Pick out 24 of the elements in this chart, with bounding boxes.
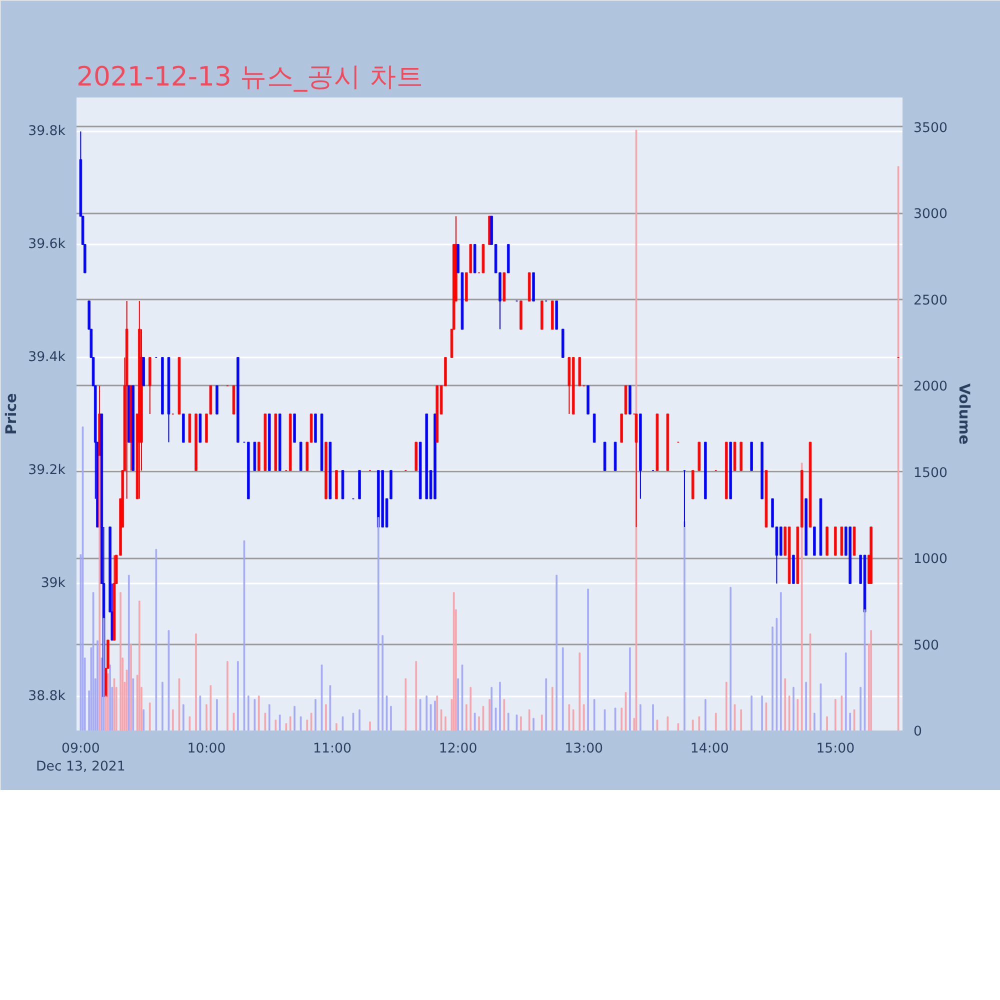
y2-tick-label: 500	[914, 638, 939, 654]
y-tick-label: 39.6k	[28, 236, 66, 252]
x-tick-label: 09:00 Dec 13, 2021	[36, 742, 126, 774]
y2-tick-label: 2000	[914, 380, 948, 395]
y2-tick-label: 1500	[914, 466, 948, 481]
x-tick-label: 13:00	[564, 742, 604, 756]
y-axis-title: Price	[3, 393, 20, 435]
y2-axis-title: Volume	[955, 383, 972, 445]
x-tick-label: 12:00	[438, 742, 478, 756]
y-tick-label: 38.8k	[28, 689, 66, 704]
y-tick-label: 39.8k	[28, 124, 66, 139]
y-tick-label: 39.2k	[28, 463, 66, 478]
y2-tick-label: 3500	[914, 120, 948, 136]
x-tick-label: 15:00	[816, 742, 855, 756]
x-tick-label: 10:00	[187, 742, 226, 756]
x-tick-label: 11:00	[313, 742, 352, 756]
y-tick-label: 39.4k	[28, 350, 66, 365]
y2-tick-label: 2500	[914, 293, 948, 308]
y2-tick-label: 0	[914, 724, 922, 740]
y2-tick-label: 1000	[914, 552, 948, 568]
y2-tick-label: 3000	[914, 207, 948, 222]
y-tick-label: 39k	[40, 576, 66, 592]
chart-title: 2021-12-13 뉴스_공시 차트	[76, 62, 424, 92]
x-tick-label: 14:00	[690, 742, 729, 756]
